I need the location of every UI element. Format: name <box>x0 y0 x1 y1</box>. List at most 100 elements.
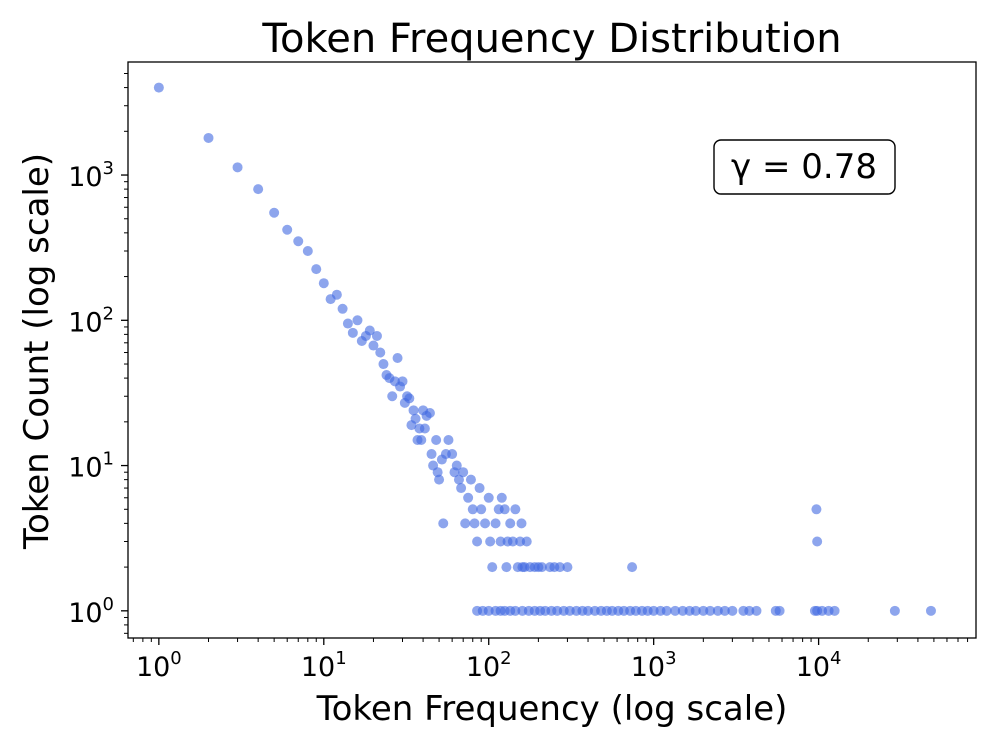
annotation-text: γ = 0.78 <box>731 147 877 187</box>
data-point <box>331 289 342 300</box>
data-point <box>434 474 445 485</box>
data-point <box>474 483 485 494</box>
data-point <box>293 236 304 247</box>
data-point <box>431 434 442 445</box>
data-point <box>727 605 738 616</box>
data-point <box>375 347 386 358</box>
data-point <box>424 408 435 419</box>
data-point <box>705 605 716 616</box>
data-point <box>516 518 527 529</box>
data-point <box>811 504 822 515</box>
data-point <box>410 413 421 424</box>
chart-title: Token Frequency Distribution <box>261 16 841 62</box>
data-point <box>829 605 840 616</box>
data-point <box>670 605 681 616</box>
data-point <box>392 353 403 364</box>
data-point <box>469 518 480 529</box>
data-point <box>460 518 471 529</box>
data-points <box>153 82 936 616</box>
data-point <box>253 184 264 195</box>
data-point <box>438 518 449 529</box>
data-point <box>153 82 164 93</box>
data-point <box>368 340 379 351</box>
data-point <box>318 278 329 289</box>
data-point <box>521 536 532 547</box>
data-point <box>311 264 322 275</box>
data-point <box>408 405 419 416</box>
data-point <box>416 434 427 445</box>
data-point <box>536 562 547 573</box>
data-point <box>712 605 723 616</box>
data-point <box>495 536 506 547</box>
data-point <box>467 504 478 515</box>
y-tick-label: 103 <box>68 158 114 193</box>
data-point <box>483 492 494 503</box>
data-point <box>269 207 280 218</box>
data-point <box>889 605 900 616</box>
data-point <box>443 434 454 445</box>
data-point <box>203 132 214 143</box>
data-point <box>510 605 521 616</box>
data-point <box>812 536 823 547</box>
data-point <box>496 492 507 503</box>
y-axis-label: Token Count (log scale) <box>17 153 57 550</box>
data-point <box>501 562 512 573</box>
data-point <box>507 536 518 547</box>
data-point <box>447 449 458 460</box>
data-point <box>371 330 382 341</box>
data-point <box>364 325 375 336</box>
x-tick-label: 101 <box>301 648 347 683</box>
data-point <box>463 492 474 503</box>
data-point <box>485 536 496 547</box>
data-point <box>232 162 243 173</box>
data-point <box>480 518 491 529</box>
data-point <box>510 504 521 515</box>
data-point <box>554 562 565 573</box>
data-point <box>690 605 701 616</box>
data-point <box>472 536 483 547</box>
data-point <box>490 518 501 529</box>
data-point <box>661 605 672 616</box>
data-point <box>476 504 487 515</box>
y-tick-label: 100 <box>68 594 114 629</box>
data-point <box>404 393 415 404</box>
data-point <box>719 605 730 616</box>
x-tick-label: 103 <box>631 648 677 683</box>
x-tick-label: 100 <box>136 648 182 683</box>
annotation-box <box>713 139 896 195</box>
gamma-annotation: γ = 0.78 <box>713 139 896 195</box>
data-point <box>505 518 516 529</box>
data-point <box>451 460 462 471</box>
data-point <box>751 605 762 616</box>
y-tick-label: 102 <box>68 303 114 338</box>
data-point <box>342 318 353 329</box>
data-point <box>453 474 464 485</box>
data-point <box>456 483 467 494</box>
plot-frame <box>127 61 977 639</box>
data-point <box>387 391 398 402</box>
data-point <box>562 562 573 573</box>
data-point <box>378 359 389 370</box>
data-point <box>627 562 638 573</box>
data-point <box>458 467 469 478</box>
data-point <box>282 224 293 235</box>
data-point <box>465 474 476 485</box>
axis-ticks: 100 101 102 103 104 100 101 102 103 <box>68 73 969 683</box>
data-point <box>925 605 936 616</box>
data-point <box>352 315 363 326</box>
data-point <box>419 423 430 434</box>
data-point <box>397 376 408 387</box>
data-point <box>774 605 785 616</box>
data-point <box>499 504 510 515</box>
x-tick-label: 104 <box>796 648 842 683</box>
y-tick-label: 101 <box>68 449 114 484</box>
data-point <box>487 562 498 573</box>
x-axis-label: Token Frequency (log scale) <box>316 689 788 729</box>
data-point <box>426 449 437 460</box>
data-point <box>744 605 755 616</box>
x-tick-label: 102 <box>466 648 512 683</box>
data-point <box>347 327 358 338</box>
data-point <box>432 467 443 478</box>
data-point <box>302 245 313 256</box>
